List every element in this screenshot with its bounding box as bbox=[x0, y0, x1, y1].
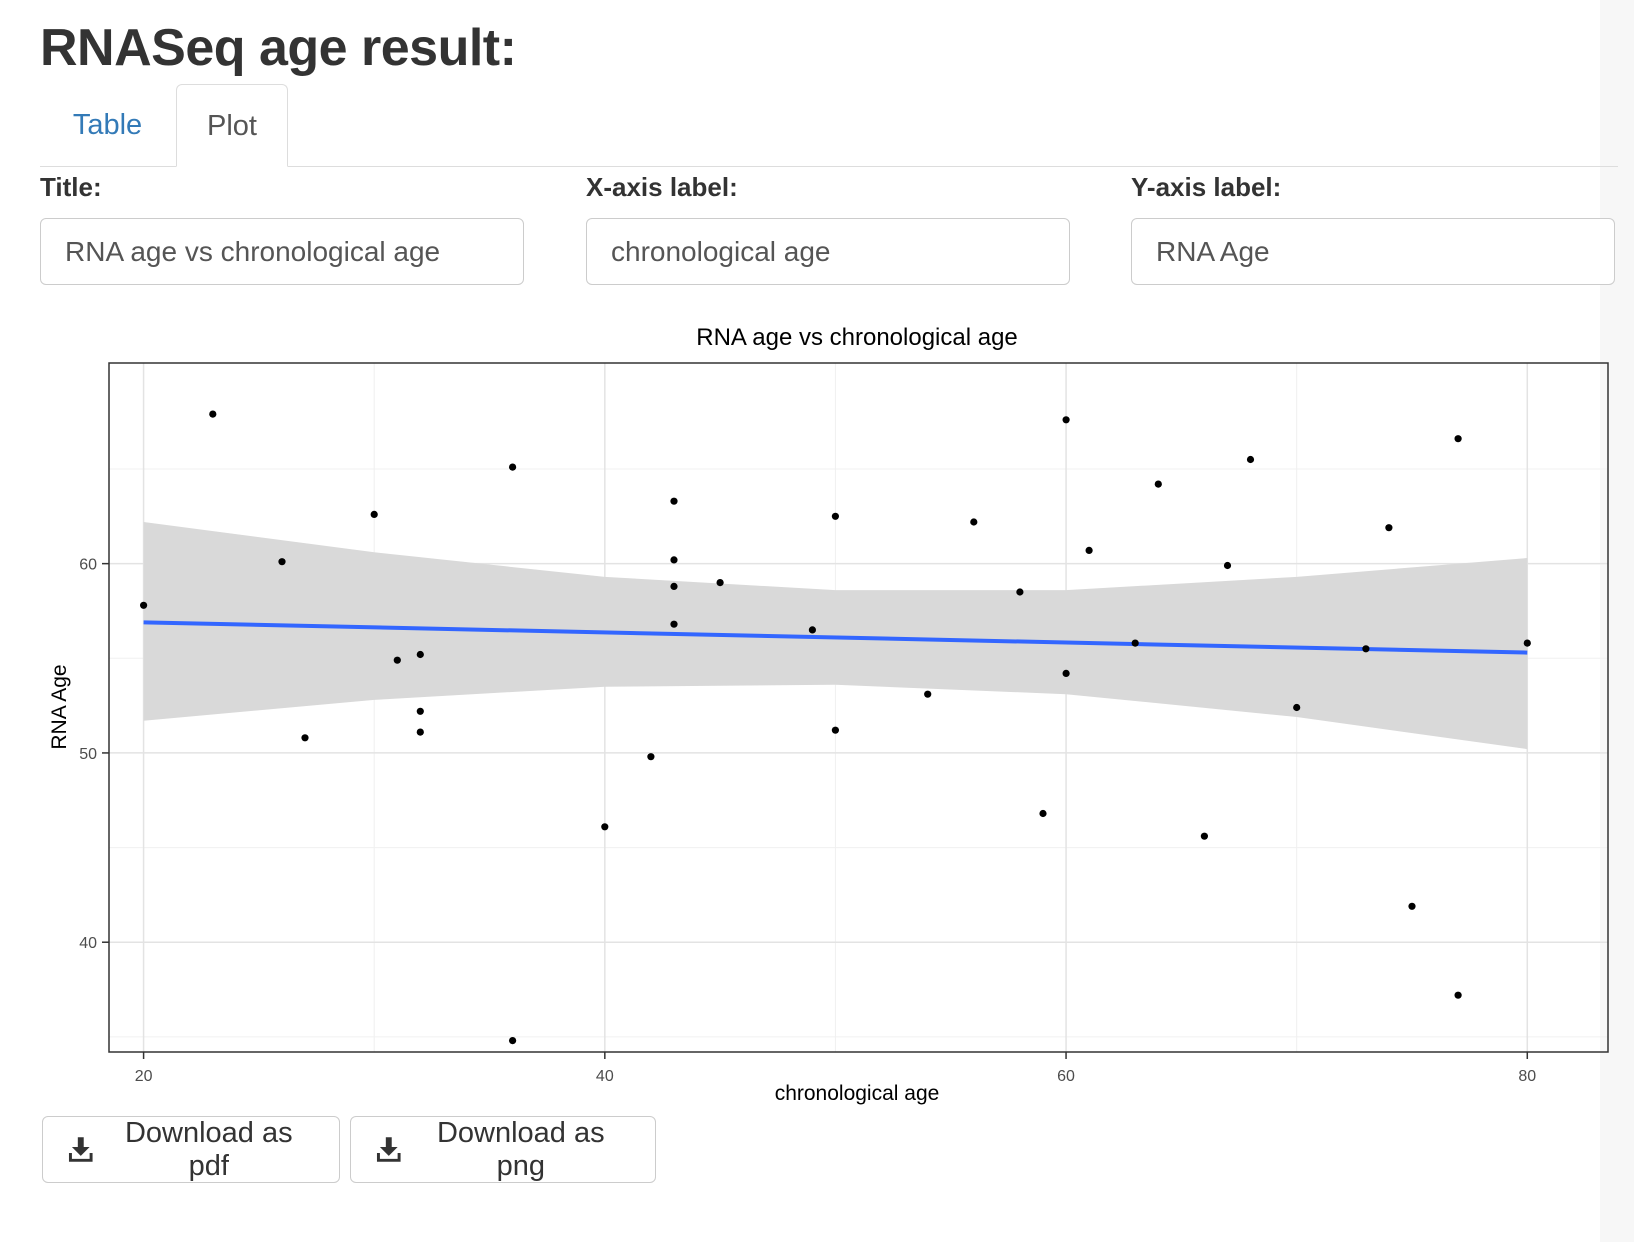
x-tick-label: 60 bbox=[1057, 1068, 1075, 1085]
data-point bbox=[1131, 639, 1139, 647]
download-pdf-label: Download as pdf bbox=[124, 1116, 293, 1182]
data-point bbox=[670, 620, 678, 628]
data-point bbox=[1385, 524, 1393, 532]
data-point bbox=[716, 579, 724, 587]
data-points bbox=[140, 410, 1531, 1045]
data-point bbox=[1223, 561, 1232, 570]
data-point bbox=[1454, 991, 1462, 999]
y-tick-label: 60 bbox=[79, 557, 97, 574]
data-point bbox=[1062, 669, 1070, 677]
page-title: RNASeq age result: bbox=[40, 19, 517, 77]
x-tick-label: 40 bbox=[596, 1068, 614, 1085]
fit-line bbox=[143, 620, 1528, 655]
data-point bbox=[416, 650, 424, 659]
data-point bbox=[831, 726, 840, 734]
data-point bbox=[508, 463, 517, 471]
data-point bbox=[508, 1037, 517, 1045]
data-point bbox=[1085, 546, 1093, 554]
data-point bbox=[601, 823, 609, 831]
data-point bbox=[301, 734, 309, 742]
download-icon bbox=[376, 1136, 401, 1162]
data-point bbox=[670, 556, 678, 564]
data-point bbox=[1454, 435, 1462, 443]
data-point bbox=[1408, 902, 1416, 910]
plot-panel-border bbox=[108, 362, 1609, 1053]
title-field-label: Title: bbox=[40, 172, 102, 202]
tab-bar: Table Plot bbox=[40, 84, 1618, 167]
x-tick-label: 20 bbox=[135, 1068, 153, 1085]
data-point bbox=[416, 728, 424, 736]
data-point bbox=[1362, 645, 1370, 653]
page-scrollbar-gutter bbox=[1600, 0, 1634, 1242]
data-point bbox=[370, 510, 378, 518]
axis-ticks: 20 40 60 80 40 50 60 bbox=[79, 557, 1536, 1085]
x-tick-label: 80 bbox=[1518, 1068, 1536, 1085]
data-point bbox=[1523, 639, 1531, 647]
data-point bbox=[1062, 416, 1070, 424]
data-point bbox=[924, 690, 932, 698]
data-point bbox=[140, 601, 148, 609]
data-point bbox=[831, 512, 840, 520]
data-point bbox=[416, 707, 424, 715]
data-point bbox=[808, 626, 817, 634]
xaxis-field-label: X-axis label: bbox=[586, 172, 738, 202]
x-axis-title: chronological age bbox=[775, 1082, 940, 1105]
data-point bbox=[278, 558, 286, 566]
yaxis-field-label: Y-axis label: bbox=[1131, 172, 1282, 202]
y-tick-label: 50 bbox=[79, 746, 97, 763]
data-point bbox=[1039, 809, 1047, 818]
y-axis-title: RNA Age bbox=[48, 664, 71, 749]
download-icon bbox=[68, 1136, 93, 1162]
data-point bbox=[209, 410, 217, 418]
scatter-plot: RNA age vs chronological age 20 40 60 80 40 5… bbox=[48, 324, 1609, 1105]
data-point bbox=[1246, 455, 1255, 464]
data-point bbox=[393, 656, 401, 664]
yaxis-label-input[interactable] bbox=[1131, 218, 1615, 285]
download-png-label: Download as png bbox=[436, 1116, 605, 1182]
title-input[interactable] bbox=[40, 218, 524, 285]
regression-line bbox=[143, 620, 1528, 655]
tab-plot[interactable]: Plot bbox=[176, 84, 288, 167]
download-pdf-button[interactable]: Download as pdf bbox=[42, 1116, 340, 1183]
download-png-button[interactable]: Download as png bbox=[350, 1116, 656, 1183]
data-point bbox=[670, 582, 678, 590]
data-point bbox=[670, 497, 678, 505]
data-point bbox=[1293, 703, 1301, 712]
chart-title: RNA age vs chronological age bbox=[696, 324, 1018, 351]
data-point bbox=[647, 753, 655, 761]
data-point bbox=[1200, 832, 1208, 840]
tab-table[interactable]: Table bbox=[72, 109, 143, 141]
y-tick-label: 40 bbox=[79, 935, 97, 952]
data-point bbox=[1154, 480, 1162, 488]
xaxis-label-input[interactable] bbox=[586, 218, 1070, 285]
data-point bbox=[1016, 588, 1024, 596]
data-point bbox=[970, 518, 978, 526]
